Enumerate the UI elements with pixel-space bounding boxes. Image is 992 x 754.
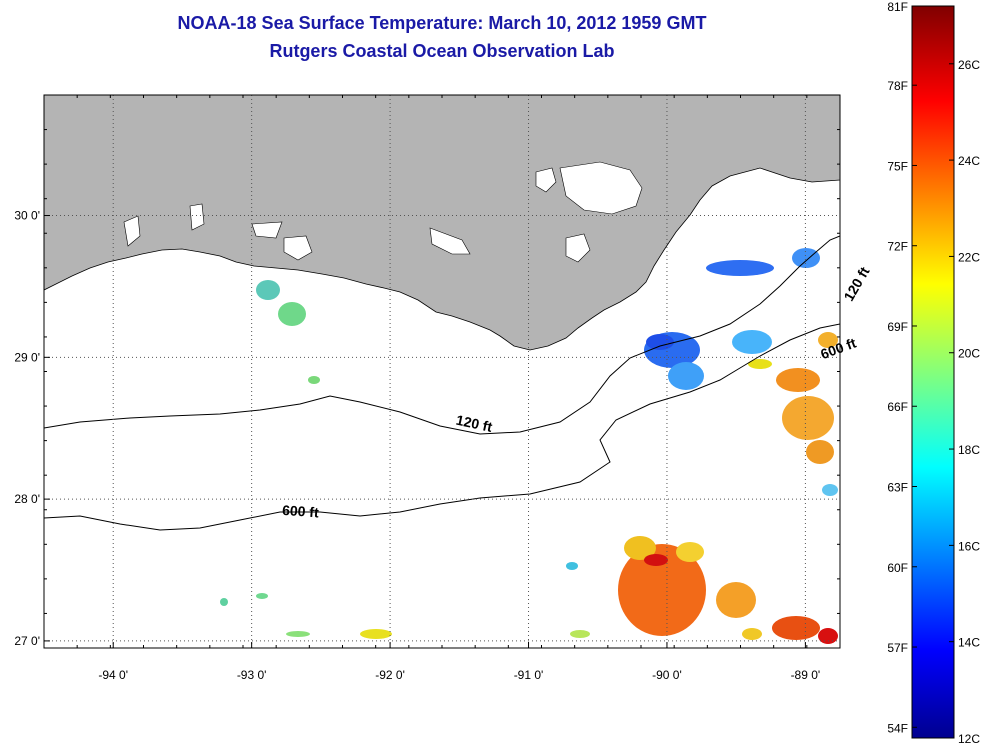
contour-label: 120 ft: [840, 264, 872, 304]
fahrenheit-label: 72F: [887, 240, 908, 254]
longitude-label: -90 0': [652, 668, 682, 682]
longitude-label: -93 0': [237, 668, 267, 682]
celsius-label: 18C: [958, 443, 980, 457]
land-mass: [44, 95, 840, 351]
sst-patch: [742, 628, 762, 640]
latitude-label: 29 0': [14, 350, 40, 364]
sst-patch: [570, 630, 590, 638]
longitude-label: -92 0': [375, 668, 405, 682]
latitude-label: 28 0': [14, 492, 40, 506]
latitude-label: 27 0': [14, 634, 40, 648]
longitude-label: -94 0': [98, 668, 128, 682]
sst-patch: [776, 368, 820, 392]
lake: [559, 161, 643, 215]
celsius-label: 26C: [958, 58, 980, 72]
celsius-label: 12C: [958, 732, 980, 746]
lake: [123, 215, 141, 247]
longitude-label: -91 0': [514, 668, 544, 682]
sst-data-layer: [220, 248, 838, 644]
frame-ticks: [43, 94, 841, 649]
sst-patch: [360, 629, 392, 639]
fahrenheit-label: 78F: [887, 79, 908, 93]
fahrenheit-label: 66F: [887, 400, 908, 414]
contour-label: 600 ft: [282, 502, 320, 521]
sst-patch: [618, 544, 706, 636]
celsius-label: 22C: [958, 250, 980, 264]
sst-patch: [818, 628, 838, 644]
contour-label: 120 ft: [455, 412, 494, 435]
contour-120ft: [44, 235, 840, 435]
map-subtitle: Rutgers Coastal Ocean Observation Lab: [269, 41, 615, 61]
celsius-label: 14C: [958, 636, 980, 650]
sst-patch: [220, 598, 228, 606]
sst-patch: [644, 554, 668, 566]
fahrenheit-label: 60F: [887, 561, 908, 575]
celsius-label: 20C: [958, 347, 980, 361]
lake: [251, 221, 283, 239]
lake: [283, 235, 313, 261]
sst-patch: [792, 248, 820, 268]
sst-patch: [806, 440, 834, 464]
longitude-tick-labels: -94 0' -93 0' -92 0' -91 0' -90 0' -89 0': [98, 668, 820, 682]
sst-patch: [278, 302, 306, 326]
fahrenheit-label: 81F: [887, 0, 908, 14]
fahrenheit-label: 69F: [887, 320, 908, 334]
sst-patch: [286, 631, 310, 637]
sst-patch: [566, 562, 578, 570]
sst-patch: [256, 593, 268, 599]
lake: [189, 203, 205, 231]
sst-patch: [748, 359, 772, 369]
sst-patch: [732, 330, 772, 354]
latitude-label: 30 0': [14, 209, 40, 223]
map-grid: [44, 95, 840, 648]
map-title: NOAA-18 Sea Surface Temperature: March 1…: [177, 13, 707, 33]
colorbar-celsius-labels: 26C 24C 22C 20C 18C 16C 14C 12C: [949, 58, 980, 746]
colorbar: [911, 5, 955, 739]
sst-patch: [706, 260, 774, 276]
fahrenheit-label: 57F: [887, 641, 908, 655]
sst-patch: [782, 396, 834, 440]
sst-patch: [676, 542, 704, 562]
sst-patch: [818, 332, 838, 348]
sst-patch: [772, 616, 820, 640]
fahrenheit-label: 54F: [887, 721, 908, 735]
sst-patch: [646, 334, 674, 350]
fahrenheit-label: 63F: [887, 481, 908, 495]
celsius-label: 24C: [958, 154, 980, 168]
sst-patch: [308, 376, 320, 384]
longitude-label: -89 0': [791, 668, 821, 682]
sst-patch: [716, 582, 756, 618]
celsius-label: 16C: [958, 539, 980, 553]
sst-patch: [668, 362, 704, 390]
lake: [565, 233, 591, 263]
lake: [429, 227, 471, 255]
lake: [535, 167, 557, 193]
sst-patch: [822, 484, 838, 496]
latitude-tick-labels: 30 0' 29 0' 28 0' 27 0': [14, 209, 40, 648]
sst-patch: [256, 280, 280, 300]
colorbar-fahrenheit-labels: 81F 78F 75F 72F 69F 66F 63F 60F 57F 54F: [887, 0, 917, 735]
contour-600ft: [44, 323, 840, 531]
fahrenheit-label: 75F: [887, 159, 908, 173]
sst-patch: [624, 536, 656, 560]
